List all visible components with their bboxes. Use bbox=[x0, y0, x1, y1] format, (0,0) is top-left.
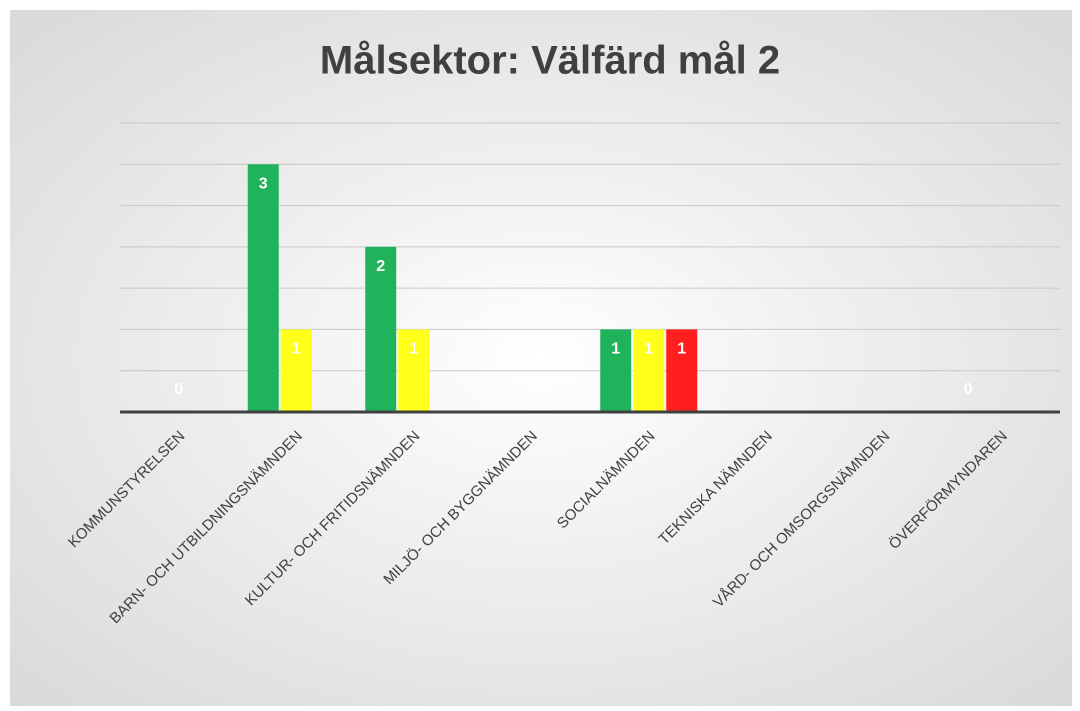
data-label: 3 bbox=[259, 176, 268, 193]
data-label: 1 bbox=[644, 341, 653, 358]
data-label: 1 bbox=[409, 341, 418, 358]
data-label: 0 bbox=[964, 381, 973, 398]
bar bbox=[398, 329, 430, 412]
bar bbox=[365, 246, 397, 412]
chart-title: Målsektor: Välfärd mål 2 bbox=[320, 39, 780, 83]
bar bbox=[666, 329, 698, 412]
bar bbox=[247, 164, 279, 412]
bar bbox=[280, 329, 312, 412]
data-label: 1 bbox=[292, 341, 301, 358]
data-label: 1 bbox=[677, 341, 686, 358]
data-label: 2 bbox=[376, 258, 385, 275]
chart-background bbox=[10, 10, 1072, 706]
data-label: 0 bbox=[174, 381, 183, 398]
bar bbox=[600, 329, 632, 412]
bar bbox=[633, 329, 665, 412]
data-label: 1 bbox=[611, 341, 620, 358]
